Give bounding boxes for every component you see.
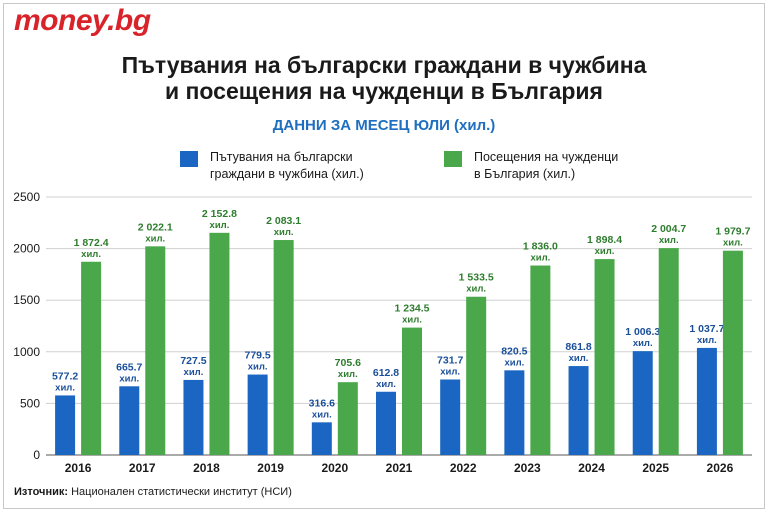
logo: money.bg	[14, 4, 151, 37]
bar-visits	[402, 327, 422, 455]
y-tick-label: 1500	[13, 293, 40, 307]
bar-trips	[247, 374, 268, 455]
bar-trips	[440, 379, 461, 455]
data-label: 705.6	[335, 357, 361, 369]
data-label: 665.7	[116, 361, 142, 373]
x-tick-label: 2023	[514, 461, 541, 475]
y-tick-label: 0	[33, 448, 40, 462]
data-label: 2 022.1	[138, 221, 173, 233]
data-unit-label: хил.	[697, 335, 717, 346]
data-unit-label: хил.	[466, 284, 486, 295]
x-tick-label: 2024	[578, 461, 605, 475]
bar-visits	[658, 248, 679, 455]
legend-item-visits: Посещения на чужденци в България (хил.)	[444, 149, 618, 183]
data-unit-label: хил.	[248, 362, 268, 373]
source-note: Източник: Национален статистически инсти…	[14, 486, 292, 498]
legend-item-trips: Пътувания на български граждани в чужбин…	[180, 149, 364, 183]
bar-trips	[55, 395, 76, 455]
data-label: 1 898.4	[587, 234, 622, 246]
x-tick-label: 2018	[193, 461, 220, 475]
bar-visits	[209, 232, 230, 455]
data-label: 2 004.7	[651, 223, 686, 235]
bar-trips	[311, 422, 332, 455]
chart-subtitle: ДАННИ ЗА МЕСЕЦ ЮЛИ (хил.)	[272, 117, 496, 134]
data-label: 612.8	[373, 367, 399, 379]
bar-visits	[530, 265, 551, 455]
bar-visits	[145, 246, 166, 455]
x-tick-label: 2022	[450, 461, 477, 475]
data-unit-label: хил.	[210, 220, 230, 231]
source-label: Източник:	[14, 486, 69, 498]
chart-title: Пътувания на български граждани в чужбин…	[0, 52, 768, 104]
y-tick-label: 500	[20, 396, 40, 410]
data-unit-label: хил.	[376, 379, 396, 390]
chart-title-line2: и посещения на чужденци в България	[165, 78, 603, 104]
data-label: 1 836.0	[523, 241, 558, 253]
legend-label-visits: Посещения на чужденци в България (хил.)	[474, 150, 619, 181]
y-tick-label: 2000	[13, 242, 40, 256]
data-unit-label: хил.	[55, 382, 75, 393]
bar-trips	[696, 347, 717, 455]
data-unit-label: хил.	[595, 246, 615, 257]
x-tick-label: 2016	[65, 461, 92, 475]
bar-visits	[81, 261, 102, 455]
data-unit-label: хил.	[569, 353, 589, 364]
data-label: 1 979.7	[715, 226, 750, 238]
x-tick-label: 2019	[257, 461, 284, 475]
data-unit-label: хил.	[145, 233, 165, 244]
data-unit-label: хил.	[312, 409, 332, 420]
data-label: 1 234.5	[394, 303, 429, 315]
data-unit-label: хил.	[338, 369, 358, 380]
legend-label-trips: Пътувания на български граждани в чужбин…	[210, 150, 364, 181]
bar-trips	[568, 366, 589, 455]
data-unit-label: хил.	[402, 315, 422, 326]
data-label: 861.8	[565, 341, 591, 353]
data-unit-label: хил.	[274, 227, 294, 238]
bar-visits	[337, 382, 358, 455]
data-unit-label: хил.	[659, 235, 679, 246]
data-label: 1 533.5	[459, 272, 494, 284]
data-label: 727.5	[180, 355, 206, 367]
data-unit-label: хил.	[530, 253, 550, 264]
chart-frame	[3, 3, 765, 509]
y-tick-label: 2500	[13, 190, 40, 204]
data-label: 2 152.8	[202, 208, 237, 220]
data-label: 577.2	[52, 370, 78, 382]
bar-trips	[183, 379, 204, 455]
bar-visits	[466, 296, 487, 455]
data-unit-label: хил.	[633, 338, 653, 349]
data-label: 1 872.4	[74, 237, 109, 249]
bar-trips	[119, 386, 140, 455]
data-label: 820.5	[501, 345, 527, 357]
x-tick-label: 2020	[321, 461, 348, 475]
bar-trips	[632, 351, 653, 455]
data-unit-label: хил.	[119, 373, 139, 384]
x-tick-label: 2026	[707, 461, 734, 475]
data-label: 1 006.3	[625, 326, 660, 338]
data-unit-label: хил.	[723, 238, 743, 249]
legend-swatch-trips	[180, 151, 198, 167]
data-label: 1 037.7	[689, 323, 724, 335]
x-tick-label: 2021	[386, 461, 413, 475]
data-label: 731.7	[437, 354, 463, 366]
y-tick-label: 1000	[13, 345, 40, 359]
bar-visits	[594, 259, 615, 455]
bar-trips	[376, 391, 396, 455]
bar-visits	[722, 250, 743, 455]
chart-title-line1: Пътувания на български граждани в чужбин…	[121, 52, 647, 78]
data-label: 2 083.1	[266, 215, 301, 227]
bar-trips	[504, 370, 525, 455]
data-unit-label: хил.	[504, 357, 524, 368]
data-label: 779.5	[244, 350, 270, 362]
data-unit-label: хил.	[440, 366, 460, 377]
source-text: Национален статистически институт (НСИ)	[71, 486, 292, 498]
bar-visits	[273, 240, 294, 455]
x-tick-label: 2025	[642, 461, 669, 475]
data-unit-label: хил.	[184, 367, 204, 378]
legend-swatch-visits	[444, 151, 462, 167]
data-unit-label: хил.	[81, 249, 101, 260]
data-label: 316.6	[309, 397, 335, 409]
x-tick-label: 2017	[129, 461, 156, 475]
